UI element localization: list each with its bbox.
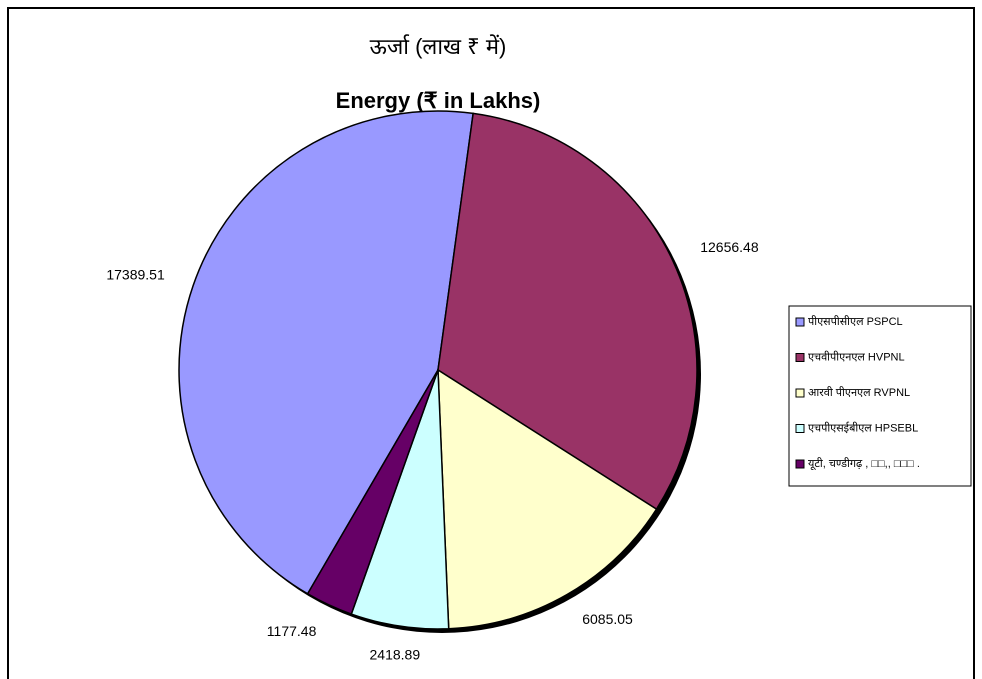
legend-label: आरवी पीएनएल RVPNL: [808, 386, 910, 399]
legend-swatch: [795, 388, 805, 398]
legend-label: पीएसपीसीएल PSPCL: [808, 315, 903, 328]
data-label: 17389.51: [106, 267, 165, 283]
chart-subtitle: Energy (₹ in Lakhs): [336, 88, 541, 113]
data-label: 1177.48: [267, 623, 317, 639]
pie-slice: [306, 369, 439, 616]
data-label: 6085.05: [582, 611, 633, 627]
legend-label: यूटी, चण्डीगढ़ , □□,, □□□ .: [808, 457, 920, 471]
legend-swatch: [795, 424, 805, 433]
pie-slice: [178, 110, 474, 595]
legend-swatch: [795, 459, 805, 469]
legend-box: [788, 305, 972, 487]
legend-swatch: [795, 353, 805, 362]
legend-label: एचवीपीएनएल HVPNL: [808, 350, 905, 363]
legend-swatch: [795, 317, 805, 327]
data-label: 2418.89: [370, 646, 421, 662]
chart-title: ऊर्जा (लाख ₹ में): [370, 34, 507, 59]
pie-slice: [437, 368, 658, 630]
legend-label: एचपीएसईबीएल HPSEBL: [808, 421, 918, 434]
pie-slice: [437, 112, 698, 511]
data-label: 12656.48: [700, 239, 759, 255]
